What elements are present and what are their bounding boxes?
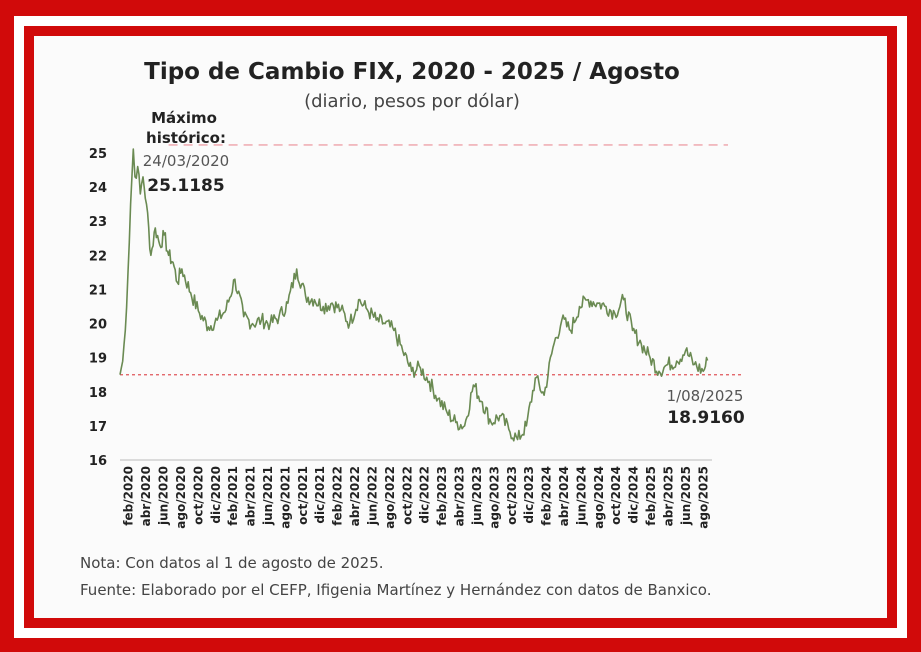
x-tick-label-abr/2024: abr/2024 [557,466,571,526]
series [119,148,709,442]
x-tick-label-ago/2024: ago/2024 [592,466,606,529]
y-tick-label-20: 20 [89,318,107,333]
x-tick-label-jun/2020: jun/2020 [157,466,171,526]
x-tick-label-dic/2021: dic/2021 [313,466,327,524]
x-tick-label-feb/2023: feb/2023 [435,466,449,526]
x-tick-label-abr/2023: abr/2023 [453,466,467,526]
y-tick-label-16: 16 [89,454,107,469]
x-tick-label-oct/2024: oct/2024 [609,466,623,525]
max-date: 24/03/2020 [143,152,229,170]
chart-title: Tipo de Cambio FIX, 2020 - 2025 / Agosto [144,59,680,85]
x-tick-label-abr/2025: abr/2025 [661,466,675,526]
y-tick-label-21: 21 [89,283,107,298]
y-tick-label-25: 25 [89,147,107,162]
x-tick-label-jun/2022: jun/2022 [365,466,379,526]
x-tick-label-feb/2024: feb/2024 [540,466,554,526]
series-line-tipo-de-cambio [119,148,709,442]
x-tick-label-ago/2022: ago/2022 [383,466,397,529]
x-tick-label-feb/2021: feb/2021 [226,466,240,526]
source-text: Fuente: Elaborado por el CEFP, Ifigenia … [80,581,711,599]
x-tick-label-oct/2022: oct/2022 [400,466,414,525]
y-tick-label-23: 23 [89,215,107,230]
reference-lines [120,144,742,376]
x-tick-label-dic/2020: dic/2020 [209,466,223,524]
last-value: 18.9160 [667,408,745,428]
last-date: 1/08/2025 [667,387,744,405]
x-tick-label-ago/2020: ago/2020 [174,466,188,529]
x-tick-label-ago/2023: ago/2023 [487,466,501,529]
max-label-line1: Máximo [151,109,217,127]
x-tick-label-dic/2024: dic/2024 [627,466,641,524]
x-tick-label-jun/2024: jun/2024 [574,466,588,526]
y-tick-label-19: 19 [89,352,107,367]
y-tick-label-22: 22 [89,249,107,264]
x-tick-label-jun/2023: jun/2023 [470,466,484,526]
max-label-line2: histórico: [146,129,226,147]
chart-panel [34,36,887,618]
x-tick-label-ago/2025: ago/2025 [696,466,710,529]
max-value: 25.1185 [147,176,224,196]
x-axis: feb/2020 abr/2020 jun/2020 ago/2020 oct/2020… [120,459,712,529]
note-text: Nota: Con datos al 1 de agosto de 2025. [80,554,384,572]
chart-subtitle: (diario, pesos por dólar) [304,91,520,112]
x-tick-label-feb/2020: feb/2020 [122,466,136,526]
x-tick-label-jun/2025: jun/2025 [679,466,693,526]
x-tick-label-dic/2023: dic/2023 [522,466,536,524]
x-tick-label-abr/2021: abr/2021 [244,466,258,526]
y-tick-label-17: 17 [89,420,107,435]
x-tick-label-oct/2020: oct/2020 [191,466,205,525]
x-tick-label-jun/2021: jun/2021 [261,466,275,526]
x-tick-label-abr/2022: abr/2022 [348,466,362,526]
y-tick-label-18: 18 [89,386,107,401]
x-tick-label-dic/2022: dic/2022 [418,466,432,524]
x-tick-label-ago/2021: ago/2021 [278,466,292,529]
y-axis: 25 24 23 22 21 20 19 18 17 16 [89,147,107,469]
x-tick-label-feb/2025: feb/2025 [644,466,658,526]
x-tick-label-oct/2023: oct/2023 [505,466,519,525]
x-tick-label-feb/2022: feb/2022 [331,466,345,526]
y-tick-label-24: 24 [89,181,107,196]
x-tick-label-oct/2021: oct/2021 [296,466,310,525]
x-tick-label-abr/2020: abr/2020 [139,466,153,526]
